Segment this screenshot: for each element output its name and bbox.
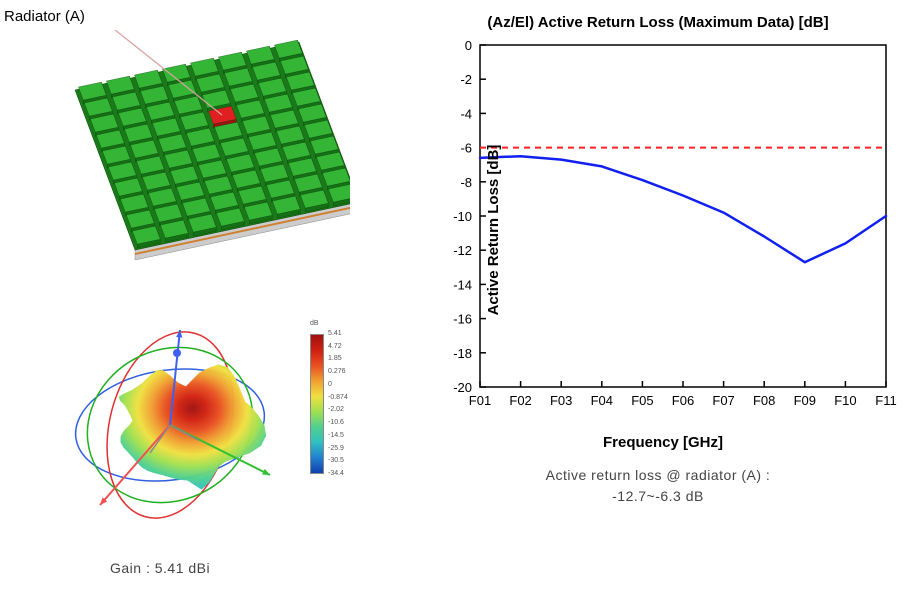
x-axis-label: Frequency [GHz] bbox=[428, 434, 898, 451]
colorbar-tick: 5.41 bbox=[328, 330, 342, 337]
svg-text:-10: -10 bbox=[453, 209, 472, 224]
svg-text:F04: F04 bbox=[591, 393, 613, 408]
svg-text:F03: F03 bbox=[550, 393, 572, 408]
svg-text:-18: -18 bbox=[453, 346, 472, 361]
colorbar-tick: -25.9 bbox=[328, 445, 344, 452]
chart-title: (Az/El) Active Return Loss (Maximum Data… bbox=[418, 14, 898, 31]
colorbar-tick: 0.276 bbox=[328, 368, 346, 375]
array-svg bbox=[50, 30, 350, 260]
colorbar-tick: -0.874 bbox=[328, 394, 348, 401]
svg-text:F11: F11 bbox=[875, 393, 896, 408]
svg-text:-8: -8 bbox=[460, 175, 472, 190]
return-loss-caption: Active return loss @ radiator (A) : -12.… bbox=[418, 465, 898, 507]
colorbar-tick: 4.72 bbox=[328, 343, 342, 350]
radiator-label: Radiator (A) bbox=[4, 8, 85, 25]
svg-text:F07: F07 bbox=[712, 393, 734, 408]
colorbar-tick: 0 bbox=[328, 381, 332, 388]
caption-line-2: -12.7~-6.3 dB bbox=[612, 488, 704, 504]
right-panel: (Az/El) Active Return Loss (Maximum Data… bbox=[398, 0, 918, 610]
svg-text:F05: F05 bbox=[631, 393, 653, 408]
left-panel: Radiator (A) dB 5.41 4.72 1.85 0.276 0 -0.874… bbox=[0, 0, 398, 610]
figure-root: Radiator (A) dB 5.41 4.72 1.85 0.276 0 -0.874… bbox=[0, 0, 918, 610]
colorbar-gradient bbox=[310, 334, 324, 474]
svg-text:F08: F08 bbox=[753, 393, 775, 408]
svg-text:0: 0 bbox=[465, 38, 472, 53]
caption-line-1: Active return loss @ radiator (A) : bbox=[546, 467, 771, 483]
svg-text:-14: -14 bbox=[453, 277, 472, 292]
colorbar-tick: -34.4 bbox=[328, 470, 344, 477]
antenna-array-diagram bbox=[50, 30, 350, 260]
chart-area: Active Return Loss [dB] 0 -2 -4 -6 -8 -10 -12 -… bbox=[428, 35, 898, 425]
svg-text:F10: F10 bbox=[834, 393, 856, 408]
svg-text:F06: F06 bbox=[672, 393, 694, 408]
svg-text:F01: F01 bbox=[469, 393, 491, 408]
svg-text:-6: -6 bbox=[460, 141, 472, 156]
colorbar: dB 5.41 4.72 1.85 0.276 0 -0.874 -2.02 -10.6 -14… bbox=[310, 320, 370, 480]
svg-text:-4: -4 bbox=[460, 106, 472, 121]
y-axis-label: Active Return Loss [dB] bbox=[485, 145, 502, 316]
svg-text:-16: -16 bbox=[453, 312, 472, 327]
gain-label: Gain : 5.41 dBi bbox=[110, 560, 210, 576]
colorbar-tick: -30.5 bbox=[328, 457, 344, 464]
colorbar-tick: -14.5 bbox=[328, 432, 344, 439]
colorbar-tick: -10.6 bbox=[328, 419, 344, 426]
svg-text:F09: F09 bbox=[794, 393, 816, 408]
colorbar-tick: -2.02 bbox=[328, 406, 344, 413]
svg-text:F02: F02 bbox=[509, 393, 531, 408]
colorbar-title: dB bbox=[310, 320, 319, 327]
radiation-pattern-diagram: dB 5.41 4.72 1.85 0.276 0 -0.874 -2.02 -10.6 -14… bbox=[40, 310, 370, 540]
svg-text:-12: -12 bbox=[453, 243, 472, 258]
colorbar-tick: 1.85 bbox=[328, 355, 342, 362]
svg-text:-2: -2 bbox=[460, 72, 472, 87]
